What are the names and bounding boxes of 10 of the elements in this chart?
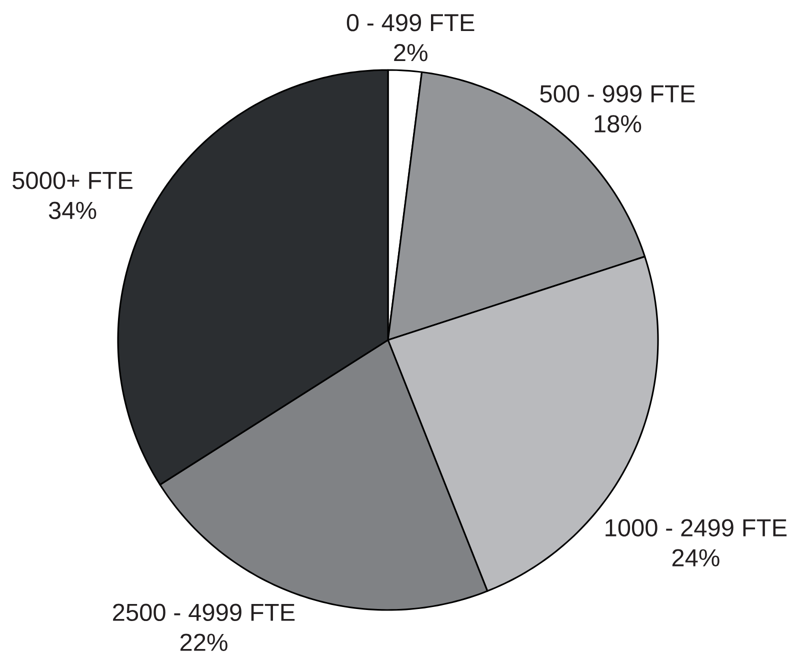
slice-label: 1000 - 2499 FTE [606, 519, 787, 536]
data-label: 24% [672, 549, 720, 566]
data-label: 2% [394, 44, 428, 62]
slice-label: 5000+ FTE [12, 172, 132, 190]
data-label: 18% [594, 115, 642, 133]
slice-label: 0 - 499 FTE [346, 14, 474, 32]
slice-label: 500 - 999 FTE [540, 85, 695, 103]
data-label: 22% [180, 634, 228, 651]
slice-label: 2500 - 4999 FTE [113, 604, 295, 622]
data-label: 34% [48, 202, 96, 220]
